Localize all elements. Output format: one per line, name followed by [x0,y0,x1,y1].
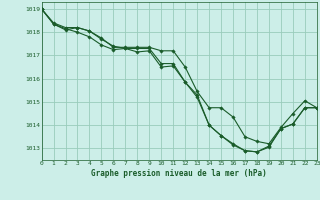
X-axis label: Graphe pression niveau de la mer (hPa): Graphe pression niveau de la mer (hPa) [91,169,267,178]
